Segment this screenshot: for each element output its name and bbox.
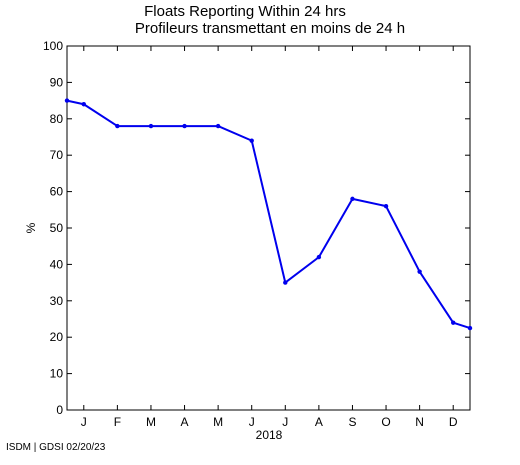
y-tick-label: 70 bbox=[50, 148, 64, 162]
data-point bbox=[350, 196, 355, 202]
data-point bbox=[215, 123, 221, 129]
footer-credit: ISDM | GDSI 02/20/23 bbox=[6, 442, 106, 453]
x-tick-label: F bbox=[114, 415, 121, 429]
data-point bbox=[467, 325, 473, 331]
data-point bbox=[64, 98, 70, 103]
series-line bbox=[66, 99, 471, 330]
data-point bbox=[115, 123, 120, 129]
data-point bbox=[417, 269, 422, 274]
data-point bbox=[283, 280, 288, 285]
y-axis-label: % bbox=[24, 222, 38, 233]
x-tick-label: S bbox=[348, 415, 356, 429]
x-tick-label: A bbox=[181, 415, 189, 429]
x-tick-label: J bbox=[282, 415, 288, 429]
plot-frame bbox=[66, 45, 471, 411]
data-point bbox=[316, 254, 322, 260]
data-point bbox=[148, 123, 154, 129]
data-point bbox=[182, 123, 187, 129]
x-tick-label: M bbox=[146, 415, 156, 429]
y-tick-label: 30 bbox=[50, 294, 64, 308]
data-point bbox=[383, 203, 389, 209]
chart-title: Floats Reporting Within 24 hrs bbox=[144, 3, 346, 20]
x-axis-label: 2018 bbox=[256, 428, 283, 442]
x-tick-label: O bbox=[381, 415, 390, 429]
chart-subtitle: Profileurs transmettant en moins de 24 h bbox=[135, 20, 405, 37]
y-tick-label: 100 bbox=[43, 39, 63, 53]
x-tick-label: J bbox=[249, 415, 255, 429]
y-tick-label: 20 bbox=[50, 330, 64, 344]
y-tick-label: 40 bbox=[50, 257, 64, 271]
y-tick-label: 80 bbox=[50, 112, 64, 126]
x-tick-label: D bbox=[449, 415, 458, 429]
y-tick-label: 60 bbox=[50, 185, 64, 199]
data-point bbox=[451, 320, 456, 325]
plot-area: 0 10 20 30 40 50 60 70 80 90 100 J F M A M J J A S O N D bbox=[43, 39, 473, 429]
data-point bbox=[81, 102, 86, 107]
y-tick-label: 10 bbox=[50, 367, 64, 381]
y-tick-label: 50 bbox=[50, 221, 64, 235]
x-tick-label: M bbox=[213, 415, 223, 429]
x-tick-label: J bbox=[81, 415, 87, 429]
x-tick-label: N bbox=[415, 415, 424, 429]
y-tick-label: 90 bbox=[50, 75, 64, 89]
data-point bbox=[249, 138, 254, 143]
y-tick-label: 0 bbox=[56, 403, 63, 417]
x-tick-label: A bbox=[315, 415, 323, 429]
